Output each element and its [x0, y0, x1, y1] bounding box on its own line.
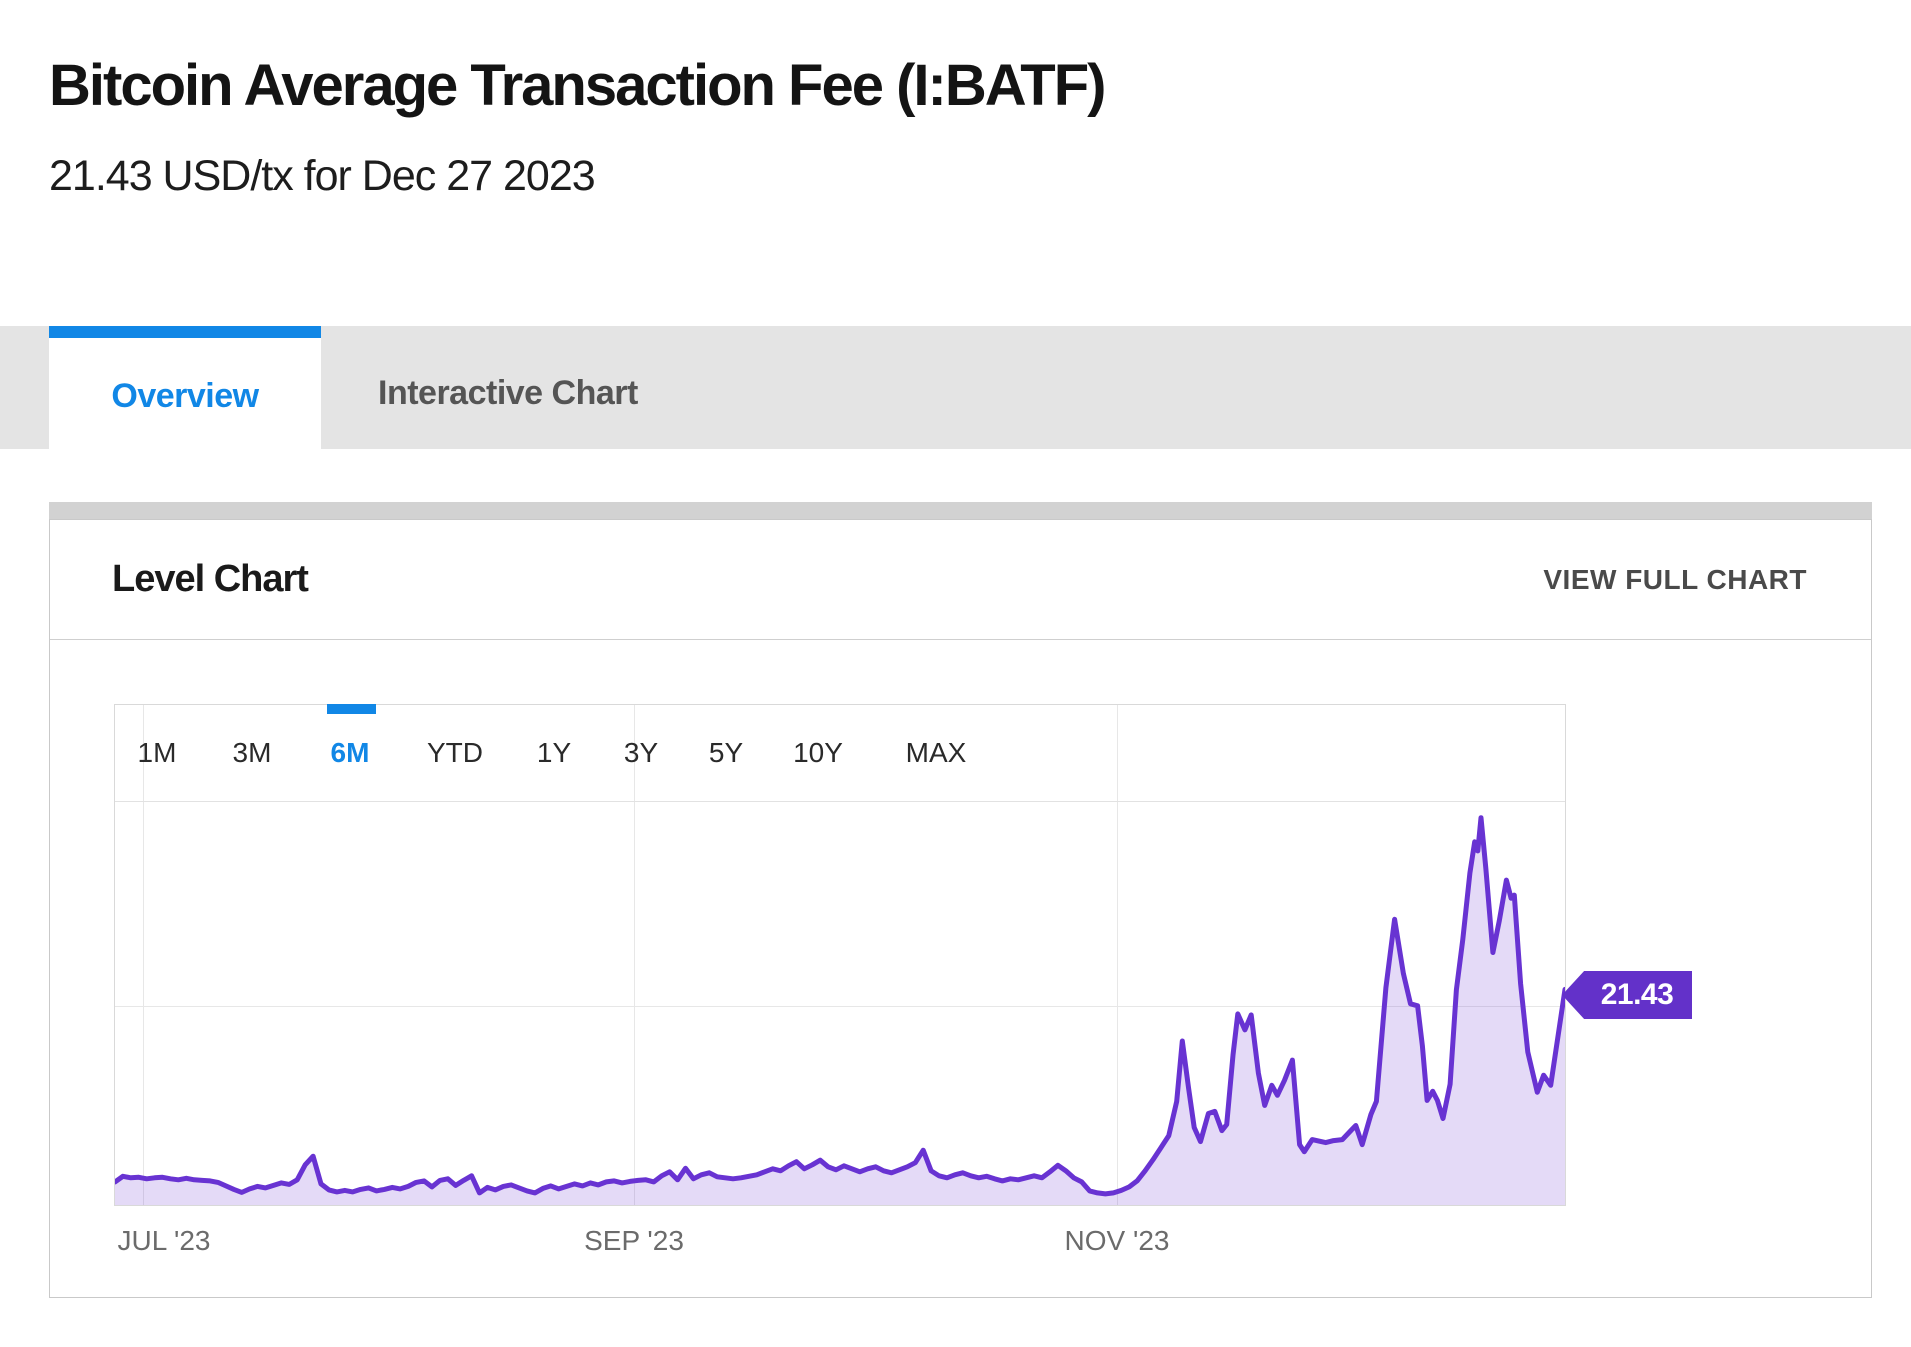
fee-area-chart [115, 815, 1565, 1205]
plot-area: 1M 3M 6M YTD 1Y 3Y 5Y 10Y MAX [114, 704, 1566, 1206]
range-option-10y[interactable]: 10Y [793, 737, 843, 768]
gridline-jul [143, 705, 144, 1205]
x-axis-label: SEP '23 [584, 1225, 684, 1256]
gridline-20 [115, 1006, 1565, 1007]
series-line [115, 815, 1565, 1197]
range-option-6m[interactable]: 6M [330, 737, 370, 768]
gridline-sep [634, 705, 635, 1205]
range-option-max[interactable]: MAX [905, 737, 967, 768]
tab-overview-label: Overview [111, 377, 259, 415]
page-subtitle: 21.43 USD/tx for Dec 27 2023 [49, 152, 596, 200]
range-selector: 1M 3M 6M YTD 1Y 3Y 5Y 10Y MAX [115, 705, 1565, 802]
range-option-5y[interactable]: 5Y [708, 737, 744, 768]
page-title: Bitcoin Average Transaction Fee (I:BATF) [49, 53, 1106, 118]
series-area-fill [115, 817, 1565, 1205]
chart-area: 1M 3M 6M YTD 1Y 3Y 5Y 10Y MAX 21.43 JUL '23 SEP '… [50, 640, 1871, 1296]
range-option-1m[interactable]: 1M [137, 737, 177, 768]
tab-interactive-chart-label: Interactive Chart [378, 374, 638, 412]
tab-overview[interactable]: Overview [49, 326, 321, 455]
last-value-tag: 21.43 [1562, 971, 1692, 1019]
range-option-3m[interactable]: 3M [232, 737, 272, 768]
tab-interactive-chart[interactable]: Interactive Chart [322, 338, 694, 449]
gridline-nov [1117, 705, 1118, 1205]
level-chart-panel: Level Chart VIEW FULL CHART 1M 3M 6M YTD 1Y 3… [49, 519, 1872, 1298]
active-range-indicator [327, 704, 376, 714]
view-full-chart-link[interactable]: VIEW FULL CHART [1543, 563, 1807, 595]
x-axis: JUL '23 SEP '23 NOV '23 [50, 1225, 1871, 1261]
x-axis-label: JUL '23 [117, 1225, 211, 1256]
panel-title: Level Chart [112, 558, 309, 600]
panel-header: Level Chart VIEW FULL CHART [50, 520, 1871, 640]
range-option-ytd[interactable]: YTD [427, 737, 483, 768]
last-value-label: 21.43 [1600, 978, 1674, 1011]
range-option-1y[interactable]: 1Y [536, 737, 572, 768]
horizontal-scrollbar[interactable] [49, 502, 1872, 519]
x-axis-label: NOV '23 [1064, 1225, 1170, 1256]
range-option-3y[interactable]: 3Y [623, 737, 659, 768]
tab-bar: Overview Interactive Chart [0, 326, 1911, 455]
